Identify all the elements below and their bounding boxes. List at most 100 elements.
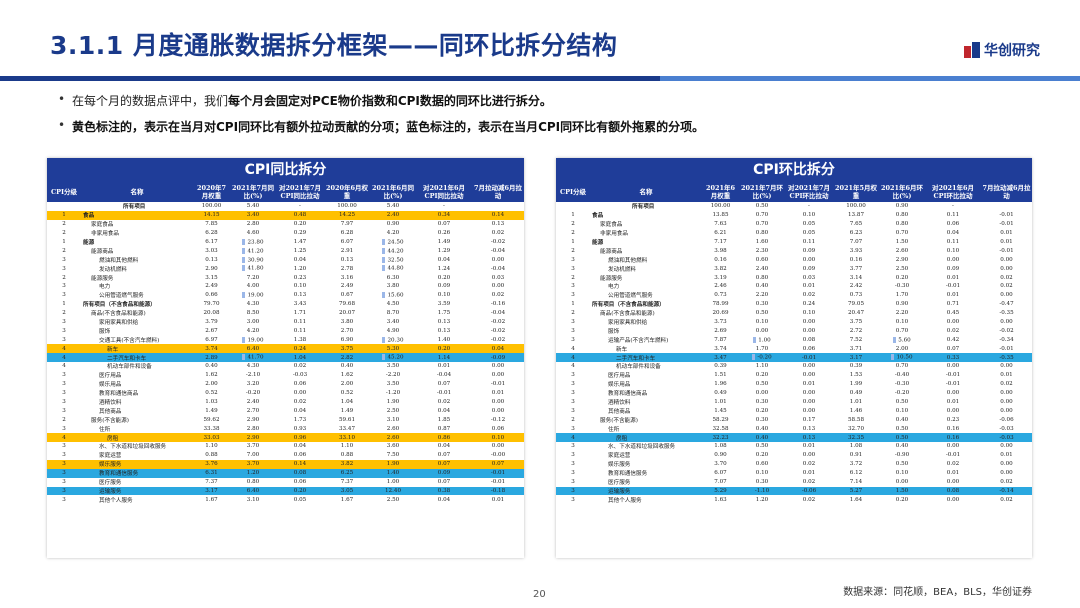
table-cell: -0.18 xyxy=(472,486,524,496)
table-cell: 0.00 xyxy=(472,406,524,415)
cell-value: 1.46 xyxy=(849,407,863,414)
cell-value: 0.96 xyxy=(293,434,307,441)
table-cell: 0.04 xyxy=(472,344,524,354)
cell-value: 2.67 xyxy=(205,327,218,334)
cell-value: 0.11 xyxy=(802,239,816,245)
table-cell: 32.70 xyxy=(833,424,879,433)
table-cell: 0.80 xyxy=(230,478,276,487)
table-cell: 0.00 xyxy=(981,460,1032,469)
cell-value: 4.20 xyxy=(246,327,260,334)
table-cell: 3 xyxy=(47,398,81,407)
table-cell: 0.13 xyxy=(193,255,230,264)
table-cell: 1 xyxy=(47,300,81,309)
table-cell: 0.00 xyxy=(472,371,524,380)
table-cell: 0.34 xyxy=(416,210,472,220)
cell-value: 1.01 xyxy=(849,399,863,406)
cell-value: 0.01 xyxy=(946,274,960,281)
table-cell xyxy=(47,202,81,211)
cell-value: 0.20 xyxy=(755,372,769,379)
cell-value: 4 xyxy=(571,345,575,352)
data-bar-icon xyxy=(242,265,246,272)
cell-value: 2.20 xyxy=(895,310,909,317)
table-cell: 3 xyxy=(47,282,81,291)
table-cell: 0.01 xyxy=(785,380,833,389)
table-cell: 3 xyxy=(556,442,590,451)
cell-value: 1.62 xyxy=(205,372,218,379)
cell-value: 3.50 xyxy=(386,381,400,388)
table-cell: 1.10 xyxy=(324,442,370,451)
cell-value: 所有项目 xyxy=(123,204,146,211)
cell-value: -0.01 xyxy=(945,381,961,388)
cell-value: 家用家具和供给 xyxy=(608,320,648,327)
table-cell: 3.75 xyxy=(324,344,370,354)
cell-value: 2.91 xyxy=(340,247,354,254)
table-cell: 0.06 xyxy=(925,220,981,229)
table-cell: -0.06 xyxy=(981,415,1032,424)
table-cell: -0.40 xyxy=(879,371,925,380)
table-cell: 0.01 xyxy=(472,389,524,398)
cell-value: 3.71 xyxy=(849,345,863,352)
cell-value: 3.50 xyxy=(386,363,400,370)
table-cell: 3 xyxy=(556,406,590,415)
table-cell: 0.23 xyxy=(276,273,324,282)
cell-value: 0.73 xyxy=(714,292,727,299)
cell-value: 0.02 xyxy=(491,230,505,237)
cell-value: 3.70 xyxy=(714,461,727,468)
table-cell: 32.58 xyxy=(702,424,739,433)
cell-value: 6.07 xyxy=(340,239,354,245)
cell-value: 100.00 xyxy=(201,203,222,210)
cell-value: 0.10 xyxy=(895,319,909,326)
table-cell: 33.47 xyxy=(324,424,370,433)
cell-value: 3.10 xyxy=(386,416,400,423)
cell-value: 0.20 xyxy=(895,274,909,281)
table-cell: 3 xyxy=(556,264,590,273)
cell-value: 24.50 xyxy=(387,239,404,246)
table-cell: 3 xyxy=(47,424,81,433)
table-cell: 2.00 xyxy=(324,380,370,389)
cell-value: 3 xyxy=(62,256,66,263)
cell-value: 0.00 xyxy=(1000,265,1013,272)
table-cell: 0.73 xyxy=(702,291,739,300)
table-cell: 100.00 xyxy=(324,202,370,211)
cell-value: 1.96 xyxy=(714,381,727,388)
table-cell: 0.10 xyxy=(739,469,785,478)
cell-value: 0.08 xyxy=(946,487,960,494)
table-cell: 10.50 xyxy=(879,353,925,363)
table-cell: 0.00 xyxy=(925,406,981,415)
table-cell: 32.50 xyxy=(370,255,416,264)
table-cell: 0.16 xyxy=(925,424,981,433)
cell-value: 0.06 xyxy=(293,479,307,486)
table-cell: 0.29 xyxy=(276,229,324,238)
cell-value: 0.00 xyxy=(1000,470,1013,477)
table-cell: 0.00 xyxy=(981,264,1032,273)
table-cell: 0.50 xyxy=(879,398,925,407)
table-cell: -0.01 xyxy=(981,211,1032,220)
table-cell: 2.70 xyxy=(324,326,370,335)
cell-value: 0.00 xyxy=(802,327,816,334)
table-cell: 3.20 xyxy=(230,380,276,389)
cell-value: 0.01 xyxy=(802,470,816,477)
cell-value: 3 xyxy=(62,452,66,459)
cell-value: 0.70 xyxy=(895,327,909,334)
cell-value: 5.40 xyxy=(246,203,260,210)
table-cell: 0.16 xyxy=(702,255,739,264)
table-cell: 4.90 xyxy=(370,326,416,335)
data-bar-icon xyxy=(242,354,246,361)
table-cell: 1.96 xyxy=(702,380,739,389)
cell-value: 0.48 xyxy=(293,212,307,219)
cell-value: 0.10 xyxy=(293,283,307,290)
table-cell: 0.01 xyxy=(785,282,833,291)
cell-value: 3 xyxy=(62,327,66,334)
table-cell: 2.72 xyxy=(833,326,879,335)
cell-value: 1.45 xyxy=(714,407,727,414)
cell-value: 0.50 xyxy=(895,425,909,432)
table-cell: 0.11 xyxy=(276,318,324,327)
bullet-dot-icon: • xyxy=(58,92,66,106)
table-cell: 1.90 xyxy=(370,398,416,407)
cell-value: -0.35 xyxy=(999,310,1014,317)
cell-value: 5.29 xyxy=(714,487,727,494)
table-cell: 1.90 xyxy=(370,459,416,469)
cell-value: 7.07 xyxy=(849,239,863,245)
table-cell: 0.00 xyxy=(981,469,1032,478)
table-cell: 58.29 xyxy=(702,415,739,424)
